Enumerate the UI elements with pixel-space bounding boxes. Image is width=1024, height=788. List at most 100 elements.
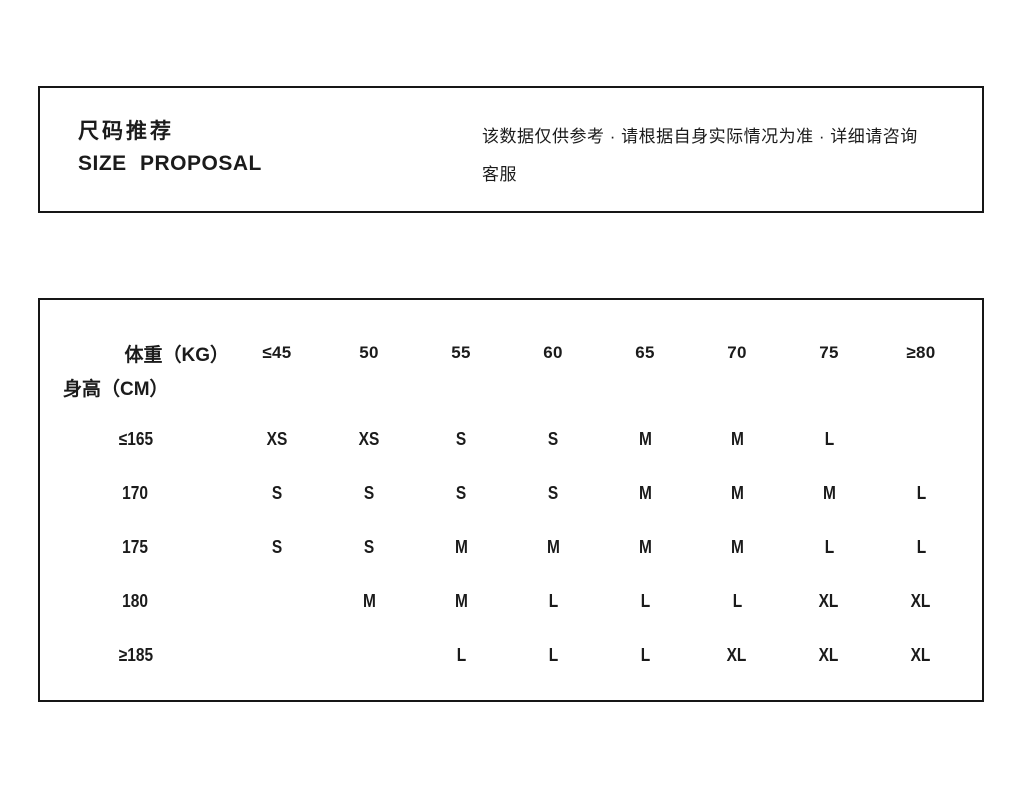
- weight-header-cell: 60: [543, 343, 563, 362]
- table-row: ≥185 L L L XL XL XL: [40, 628, 982, 682]
- size-cell: S: [507, 483, 599, 504]
- size-table: 体重（KG） ≤45 50 55 60 65 70 75 ≥80 身高（CM） …: [38, 298, 984, 702]
- table-header: 体重（KG） ≤45 50 55 60 65 70 75 ≥80 身高（CM）: [40, 300, 982, 404]
- size-cell: S: [507, 429, 599, 450]
- size-value: L: [456, 644, 466, 665]
- size-value: M: [362, 590, 376, 611]
- page-title-en: SIZE PROPOSAL: [78, 152, 262, 175]
- table-row: 175 S S M M M M L L: [40, 520, 982, 574]
- size-value: M: [638, 428, 652, 449]
- size-cell: S: [231, 483, 323, 504]
- weight-header-cell: ≤45: [262, 343, 292, 362]
- size-value: M: [454, 590, 468, 611]
- weight-header-cell: 65: [635, 343, 655, 362]
- size-cell: [875, 429, 967, 450]
- size-value: S: [271, 482, 283, 503]
- size-cell: M: [691, 429, 783, 450]
- table-row: 170 S S S S M M M L: [40, 466, 982, 520]
- size-cell: L: [875, 483, 967, 504]
- size-cell: S: [231, 537, 323, 558]
- page-title-zh: 尺码推荐: [78, 120, 174, 143]
- size-value: XS: [266, 428, 288, 449]
- size-cell: S: [323, 537, 415, 558]
- size-cell: XS: [323, 429, 415, 450]
- size-value: L: [824, 536, 834, 557]
- size-cell: XL: [875, 645, 967, 666]
- size-value: S: [455, 428, 467, 449]
- table-row: ≤165 XS XS S S M M L: [40, 412, 982, 466]
- weight-header-cell: 75: [819, 343, 839, 362]
- weight-header-cell: ≥80: [906, 343, 936, 362]
- size-cell: S: [415, 429, 507, 450]
- size-value: XL: [819, 644, 839, 665]
- size-cell: L: [415, 645, 507, 666]
- disclaimer-text: 该数据仅供参考 · 请根据自身实际情况为准 · 详细请咨询 客服: [482, 118, 957, 194]
- size-cell: XL: [783, 591, 875, 612]
- weight-header-cell: 50: [359, 343, 379, 362]
- size-cell: L: [599, 591, 691, 612]
- row-label-text: ≥185: [118, 644, 153, 665]
- size-value: L: [824, 428, 834, 449]
- size-cell: [231, 645, 323, 666]
- disclaimer-line-2: 客服: [482, 165, 517, 184]
- size-cell: M: [783, 483, 875, 504]
- size-value: S: [271, 536, 283, 557]
- size-value: S: [363, 482, 375, 503]
- size-value: XL: [911, 644, 931, 665]
- size-cell: M: [691, 537, 783, 558]
- size-value: L: [916, 482, 926, 503]
- row-label-text: 175: [122, 536, 149, 557]
- size-cell: L: [507, 591, 599, 612]
- row-label-text: 180: [122, 590, 149, 611]
- size-cell: L: [875, 537, 967, 558]
- size-cell: L: [507, 645, 599, 666]
- size-value: M: [730, 482, 744, 503]
- size-cell: L: [783, 429, 875, 450]
- row-label: 175: [40, 537, 231, 558]
- size-cell: XS: [231, 429, 323, 450]
- size-value: S: [455, 482, 467, 503]
- disclaimer-line-1: 该数据仅供参考 · 请根据自身实际情况为准 · 详细请咨询: [482, 127, 918, 146]
- size-value: XS: [358, 428, 380, 449]
- size-cell: L: [691, 591, 783, 612]
- size-value: XL: [727, 644, 747, 665]
- row-label: ≥185: [40, 645, 231, 666]
- height-header-row: 身高（CM）: [40, 370, 982, 404]
- corner-label-weight: 体重（KG）: [124, 344, 229, 366]
- size-value: M: [822, 482, 836, 503]
- size-cell: XL: [783, 645, 875, 666]
- size-cell: M: [691, 483, 783, 504]
- row-label-text: 170: [122, 482, 149, 503]
- size-value: L: [548, 644, 558, 665]
- size-value: S: [547, 482, 559, 503]
- size-cell: XL: [691, 645, 783, 666]
- row-label: 180: [40, 591, 231, 612]
- size-value: XL: [911, 590, 931, 611]
- weight-header-cell: 70: [727, 343, 747, 362]
- size-cell: M: [415, 537, 507, 558]
- size-cell: L: [783, 537, 875, 558]
- size-value: L: [732, 590, 742, 611]
- size-cell: M: [323, 591, 415, 612]
- size-value: L: [640, 590, 650, 611]
- size-value: M: [638, 536, 652, 557]
- size-cell: XL: [875, 591, 967, 612]
- size-cell: M: [599, 429, 691, 450]
- size-cell: [323, 645, 415, 666]
- size-value: M: [638, 482, 652, 503]
- size-value: S: [363, 536, 375, 557]
- size-value: M: [546, 536, 560, 557]
- row-label: 170: [40, 483, 231, 504]
- size-value: L: [640, 644, 650, 665]
- size-cell: [231, 591, 323, 612]
- table-row: 180 M M L L L XL XL: [40, 574, 982, 628]
- size-value: M: [730, 536, 744, 557]
- row-label-text: ≤165: [118, 428, 153, 449]
- size-value: XL: [819, 590, 839, 611]
- row-label: ≤165: [40, 429, 231, 450]
- size-cell: L: [599, 645, 691, 666]
- title-block: 尺码推荐 SIZE PROPOSAL: [78, 118, 262, 178]
- size-cell: M: [415, 591, 507, 612]
- weight-header-cell: 55: [451, 343, 471, 362]
- size-cell: S: [323, 483, 415, 504]
